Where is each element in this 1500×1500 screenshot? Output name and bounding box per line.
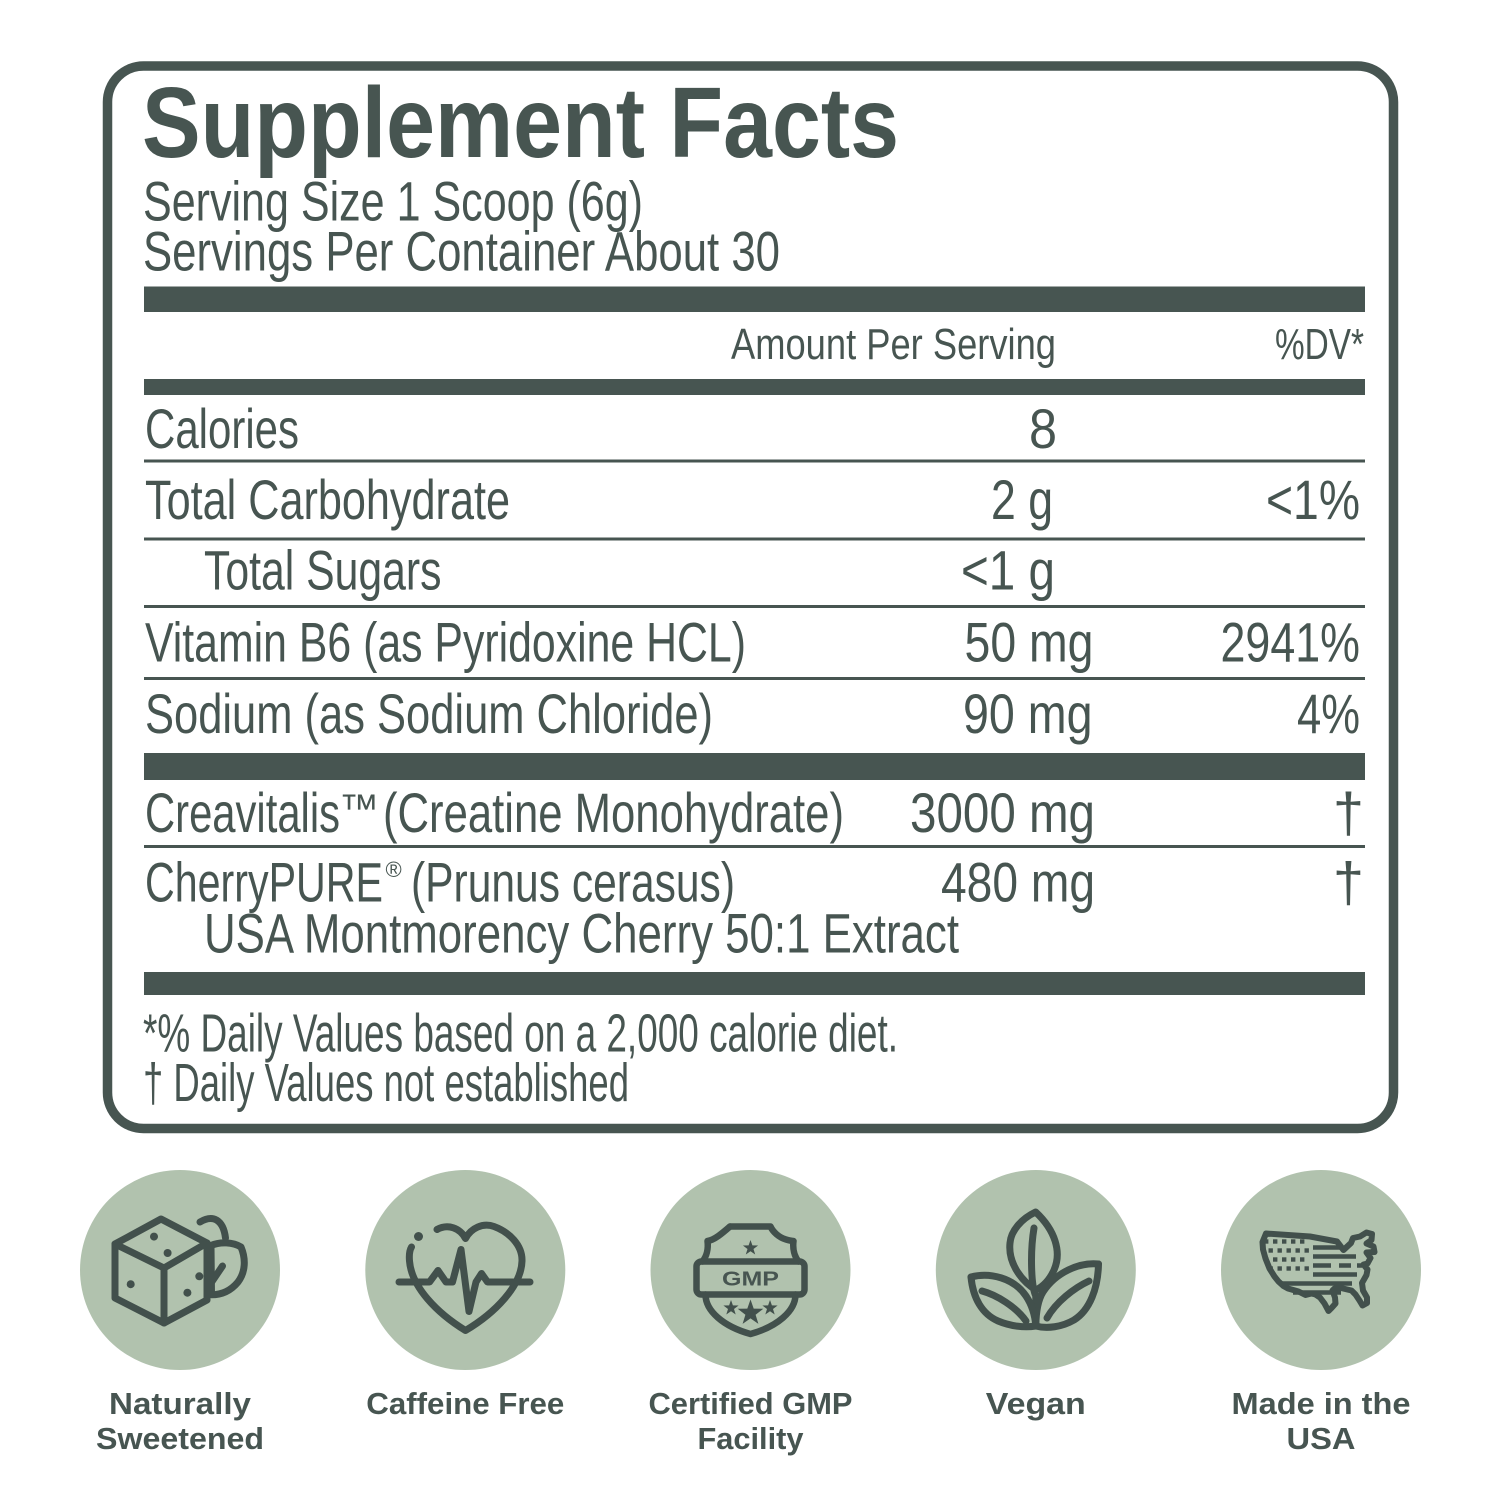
svg-text:3000 mg: 3000 mg	[910, 781, 1095, 844]
svg-text:Amount Per Serving: Amount Per Serving	[731, 320, 1056, 369]
svg-text:†: †	[1333, 851, 1364, 914]
svg-text:50 mg: 50 mg	[965, 611, 1094, 674]
svg-text:USA: USA	[1287, 1421, 1356, 1456]
svg-text:GMP: GMP	[722, 1269, 779, 1291]
svg-text:2 g: 2 g	[991, 468, 1053, 531]
svg-text:Vegan: Vegan	[986, 1386, 1086, 1421]
svg-text:Sodium (as Sodium Chloride): Sodium (as Sodium Chloride)	[145, 682, 713, 745]
svg-text:Total Sugars: Total Sugars	[204, 539, 442, 602]
svg-text:<1 g: <1 g	[961, 539, 1055, 602]
svg-text:†: †	[1333, 781, 1364, 844]
svg-text:CherryPURE: CherryPURE	[145, 851, 383, 914]
svg-text:(Creatine Monohydrate): (Creatine Monohydrate)	[383, 781, 844, 844]
svg-text:Made in the: Made in the	[1232, 1386, 1411, 1421]
svg-text:Supplement Facts: Supplement Facts	[142, 67, 899, 179]
svg-text:Sweetened: Sweetened	[96, 1421, 264, 1456]
svg-text:† Daily Values not established: † Daily Values not established	[143, 1053, 629, 1113]
svg-text:90 mg: 90 mg	[963, 682, 1093, 745]
svg-text:480 mg: 480 mg	[941, 851, 1095, 914]
svg-text:Naturally: Naturally	[109, 1386, 252, 1421]
svg-text:<1%: <1%	[1266, 468, 1360, 531]
svg-text:2941%: 2941%	[1221, 611, 1361, 674]
svg-text:™: ™	[339, 787, 379, 831]
svg-text:Facility: Facility	[698, 1421, 805, 1456]
svg-text:%DV*: %DV*	[1275, 320, 1364, 369]
svg-text:USA Montmorency Cherry 50:1 Ex: USA Montmorency Cherry 50:1 Extract	[204, 902, 959, 965]
svg-text:Calories: Calories	[145, 397, 299, 460]
svg-text:Certified GMP: Certified GMP	[649, 1386, 853, 1421]
svg-text:Vitamin B6 (as Pyridoxine HCL): Vitamin B6 (as Pyridoxine HCL)	[145, 611, 746, 674]
svg-text:Serving Size 1 Scoop (6g): Serving Size 1 Scoop (6g)	[143, 170, 643, 233]
svg-text:®: ®	[386, 857, 402, 882]
svg-text:(Prunus cerasus): (Prunus cerasus)	[411, 851, 735, 914]
svg-text:Creavitalis: Creavitalis	[145, 781, 340, 844]
svg-text:Caffeine Free: Caffeine Free	[366, 1386, 564, 1421]
svg-text:*% Daily Values based on a 2,0: *% Daily Values based on a 2,000 calorie…	[143, 1004, 898, 1064]
svg-text:4%: 4%	[1297, 682, 1360, 745]
svg-text:8: 8	[1029, 397, 1057, 460]
svg-text:Servings Per Container About 3: Servings Per Container About 30	[143, 220, 780, 283]
svg-text:Total Carbohydrate: Total Carbohydrate	[145, 468, 510, 531]
